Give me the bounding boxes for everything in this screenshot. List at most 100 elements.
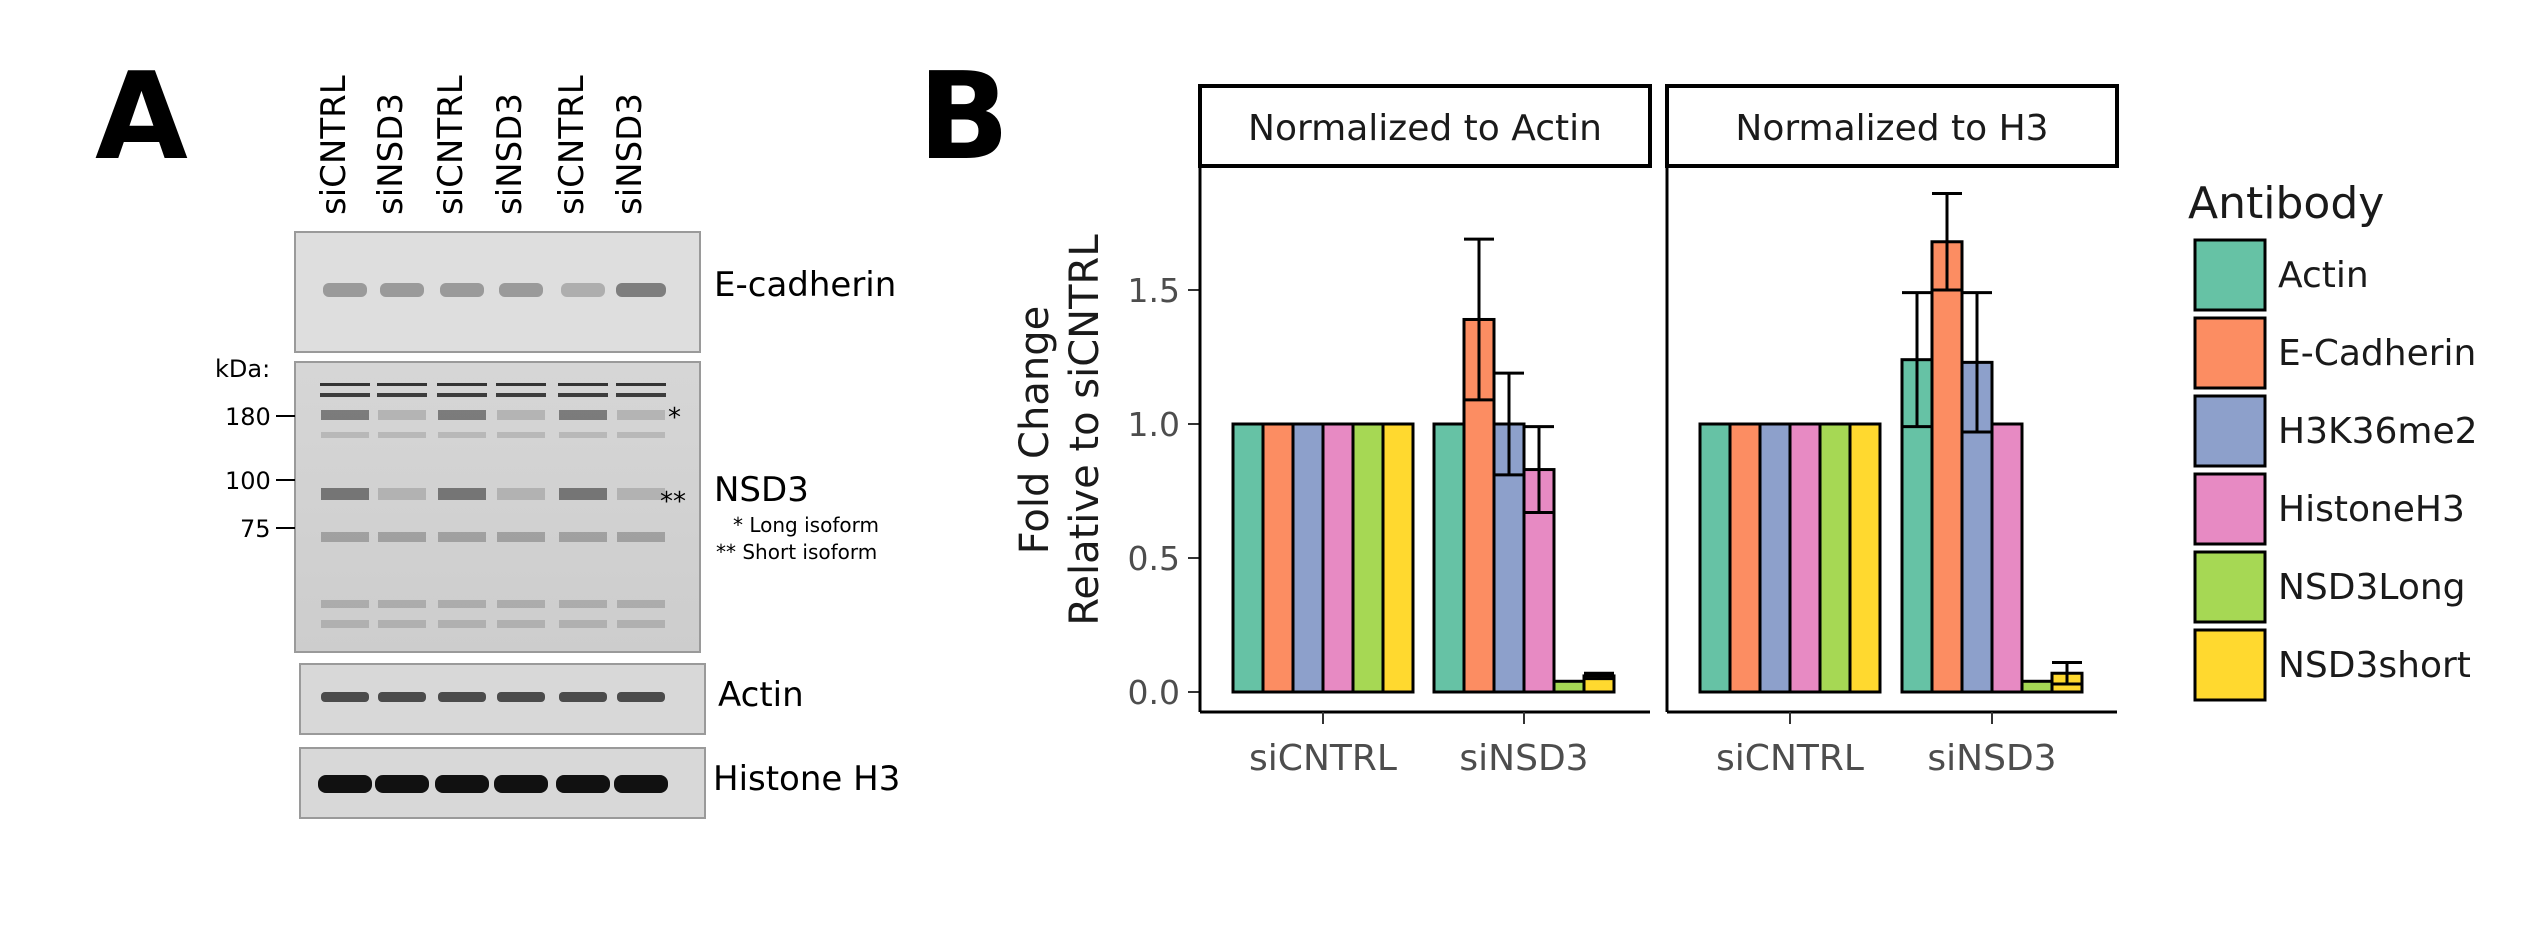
y-tick-label: 0.5: [1128, 539, 1180, 578]
bar: [1818, 422, 1852, 694]
nsd3-band: [378, 600, 426, 608]
nsd3-top-band: [558, 393, 608, 397]
long-isoform-note: * Long isoform: [733, 513, 879, 537]
y-axis-title-line-1: Fold Change: [1012, 306, 1058, 554]
h3-bands: [318, 775, 668, 793]
bar: [1261, 422, 1295, 694]
bar: [1788, 422, 1822, 694]
actin-label: Actin: [718, 675, 804, 715]
legend-label: NSD3short: [2278, 645, 2471, 686]
nsd3-short-band: [438, 488, 486, 500]
lane-label-1: siCNTRL: [314, 75, 354, 215]
nsd3-band: [438, 432, 486, 438]
ecadherin-band: [561, 283, 605, 297]
legend-swatch: [2193, 316, 2267, 390]
legend-swatch: [2193, 472, 2267, 546]
bar: [1990, 422, 2024, 694]
bar: [1698, 422, 1732, 694]
nsd3-short-band: [378, 488, 426, 500]
lane-label-3: siCNTRL: [431, 75, 471, 215]
bar: [1231, 422, 1265, 694]
nsd3-top-band: [320, 383, 370, 386]
legend: Actin E-Cadherin H3K36me2 HistoneH3 NSD3Long…: [2193, 238, 2478, 702]
kda-label: kDa:: [215, 355, 270, 383]
bar: [1848, 422, 1882, 694]
nsd3-band: [497, 532, 545, 542]
legend-label: NSD3Long: [2278, 567, 2466, 608]
nsd3-short-band: [559, 488, 607, 500]
x-tick-label: siCNTRL: [1249, 738, 1397, 779]
nsd3-band: [617, 620, 665, 628]
nsd3-label: NSD3: [714, 470, 809, 510]
bar: [1552, 679, 1586, 694]
legend-swatch: [2193, 238, 2267, 312]
legend-title: Antibody: [2188, 178, 2384, 229]
bar: [1758, 422, 1792, 694]
nsd3-band: [378, 620, 426, 628]
short-isoform-stars: **: [660, 487, 686, 517]
nsd3-band: [497, 620, 545, 628]
bar: [1351, 422, 1385, 694]
bar: [1321, 422, 1355, 694]
nsd3-top-band: [616, 393, 666, 397]
nsd3-blot: [294, 361, 701, 653]
legend-swatch: [2193, 550, 2267, 624]
legend-swatch: [2193, 628, 2267, 702]
nsd3-top-band: [558, 383, 608, 386]
nsd3-top-band: [496, 383, 546, 386]
long-isoform-star: *: [668, 403, 681, 433]
ecadherin-bands: [323, 283, 666, 297]
y-axis: 0.0 0.5 1.0 1.5: [1128, 271, 1200, 712]
nsd3-long-band: [617, 410, 665, 420]
nsd3-band: [438, 532, 486, 542]
nsd3-band: [378, 532, 426, 542]
ecadherin-band: [616, 283, 666, 297]
nsd3-long-band: [559, 410, 607, 420]
nsd3-bands: [320, 383, 666, 628]
facet-strip: [1198, 84, 1652, 168]
nsd3-band: [321, 600, 369, 608]
h3-band: [375, 775, 429, 793]
lane-labels: siCNTRL siNSD3 siCNTRL siNSD3 siCNTRL siNSD3: [314, 75, 650, 215]
legend-label: HistoneH3: [2278, 489, 2465, 530]
nsd3-band: [497, 432, 545, 438]
h3-label: Histone H3: [713, 759, 900, 799]
actin-band: [438, 692, 486, 702]
bar: [1381, 422, 1415, 694]
nsd3-top-band: [437, 393, 487, 397]
bar-chart: 0.0 0.5 1.0 1.5 Normalized to Actin siCNTRL si…: [1128, 84, 2119, 779]
nsd3-short-band: [321, 488, 369, 500]
nsd3-band: [617, 432, 665, 438]
facet-title: Normalized to H3: [1735, 108, 2048, 149]
nsd3-top-band: [496, 393, 546, 397]
nsd3-band: [321, 432, 369, 438]
nsd3-band: [321, 532, 369, 542]
facet-1: Normalized to Actin siCNTRL siNSD3: [1198, 84, 1652, 779]
lane-label-2: siNSD3: [371, 93, 411, 215]
nsd3-band: [617, 600, 665, 608]
y-axis-title: Fold Change Relative to siCNTRL: [1012, 234, 1108, 626]
facet-title: Normalized to Actin: [1248, 108, 1602, 149]
nsd3-short-band: [497, 488, 545, 500]
x-tick-label: siNSD3: [1927, 738, 2056, 779]
nsd3-long-band: [497, 410, 545, 420]
y-tick-label: 0.0: [1128, 673, 1180, 712]
h3-band: [494, 775, 548, 793]
nsd3-long-band: [438, 410, 486, 420]
lane-label-4: siNSD3: [490, 93, 530, 215]
actin-band: [378, 692, 426, 702]
actin-bands: [321, 692, 665, 702]
ecadherin-band: [499, 283, 543, 297]
panel-b-label: B: [918, 48, 1009, 187]
legend-label: H3K36me2: [2278, 411, 2478, 452]
panel-a-label: A: [95, 48, 188, 187]
bar: [1930, 240, 1964, 694]
facet-strip: [1665, 84, 2119, 168]
nsd3-band: [559, 432, 607, 438]
nsd3-top-band: [437, 383, 487, 386]
h3-band: [614, 775, 668, 793]
nsd3-band: [321, 620, 369, 628]
y-axis-title-line-2: Relative to siCNTRL: [1062, 234, 1108, 626]
ecadherin-band: [380, 283, 424, 297]
